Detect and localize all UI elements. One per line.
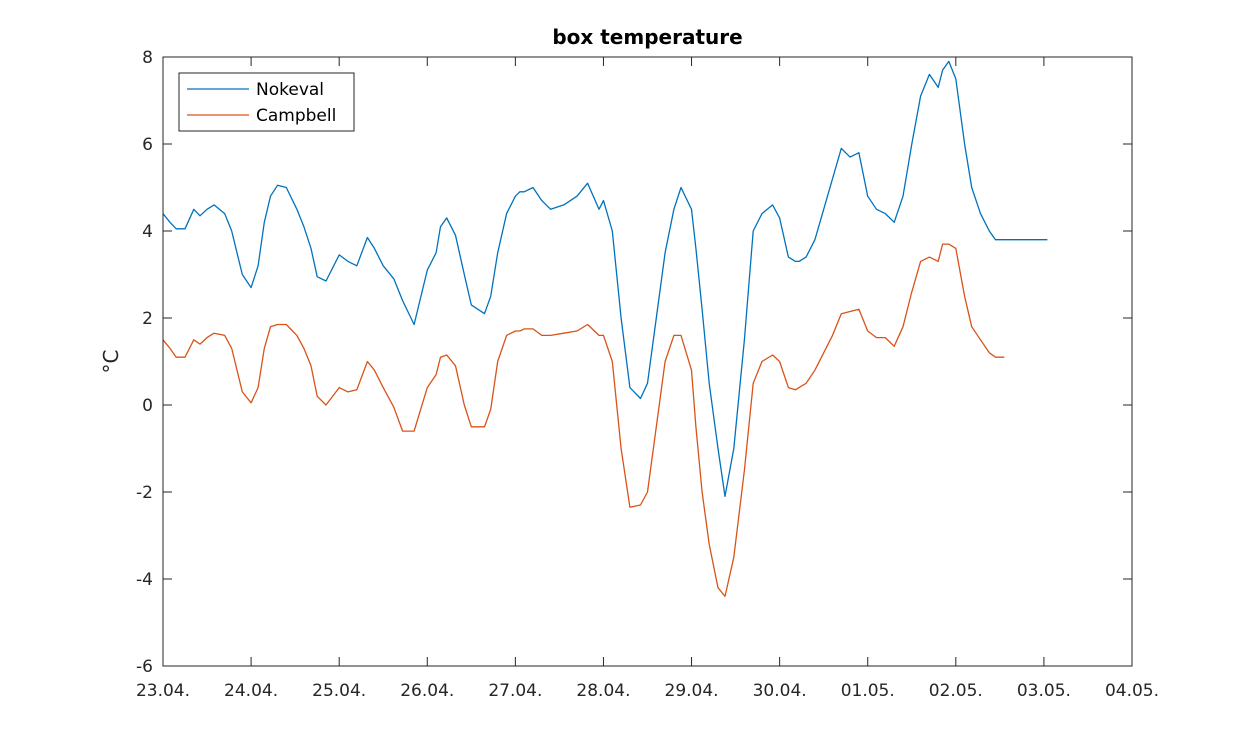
x-tick-label: 25.04. [312, 681, 366, 701]
y-tick-label: -4 [136, 570, 153, 590]
x-tick-label: 27.04. [488, 681, 542, 701]
series-layer [162, 60, 1048, 598]
chart-title: box temperature [552, 25, 742, 49]
y-tick-label: 4 [142, 222, 153, 242]
y-tick-label: 2 [142, 309, 153, 329]
series-line-campbell [162, 243, 1005, 598]
y-tick-label: 6 [142, 135, 153, 155]
x-tick-label: 30.04. [753, 681, 807, 701]
x-tick-label: 24.04. [224, 681, 278, 701]
legend: Nokeval Campbell [178, 72, 355, 132]
plot-area [163, 57, 1132, 666]
series-line-nokeval [162, 60, 1048, 498]
ticks-layer: 23.04. 24.04. 25.04. 26.04. 27.04. 28.04. 29.0… [136, 48, 1159, 701]
legend-label-campbell: Campbell [256, 106, 336, 126]
x-tick-label: 23.04. [136, 681, 190, 701]
y-tick-label: -6 [136, 657, 153, 677]
y-tick-label: 0 [142, 396, 153, 416]
x-tick-label: 02.05. [929, 681, 983, 701]
y-tick-label: 8 [142, 48, 153, 68]
legend-label-nokeval: Nokeval [256, 80, 324, 100]
x-tick-label: 01.05. [841, 681, 895, 701]
x-tick-label: 03.05. [1017, 681, 1071, 701]
axes-box [162, 56, 1133, 667]
y-axis-label: °C [99, 350, 123, 374]
legend-box [178, 72, 355, 132]
x-tick-label: 28.04. [576, 681, 630, 701]
y-tick-label: -2 [136, 483, 153, 503]
x-tick-label: 26.04. [400, 681, 454, 701]
x-tick-label: 04.05. [1105, 681, 1159, 701]
x-tick-label: 29.04. [665, 681, 719, 701]
